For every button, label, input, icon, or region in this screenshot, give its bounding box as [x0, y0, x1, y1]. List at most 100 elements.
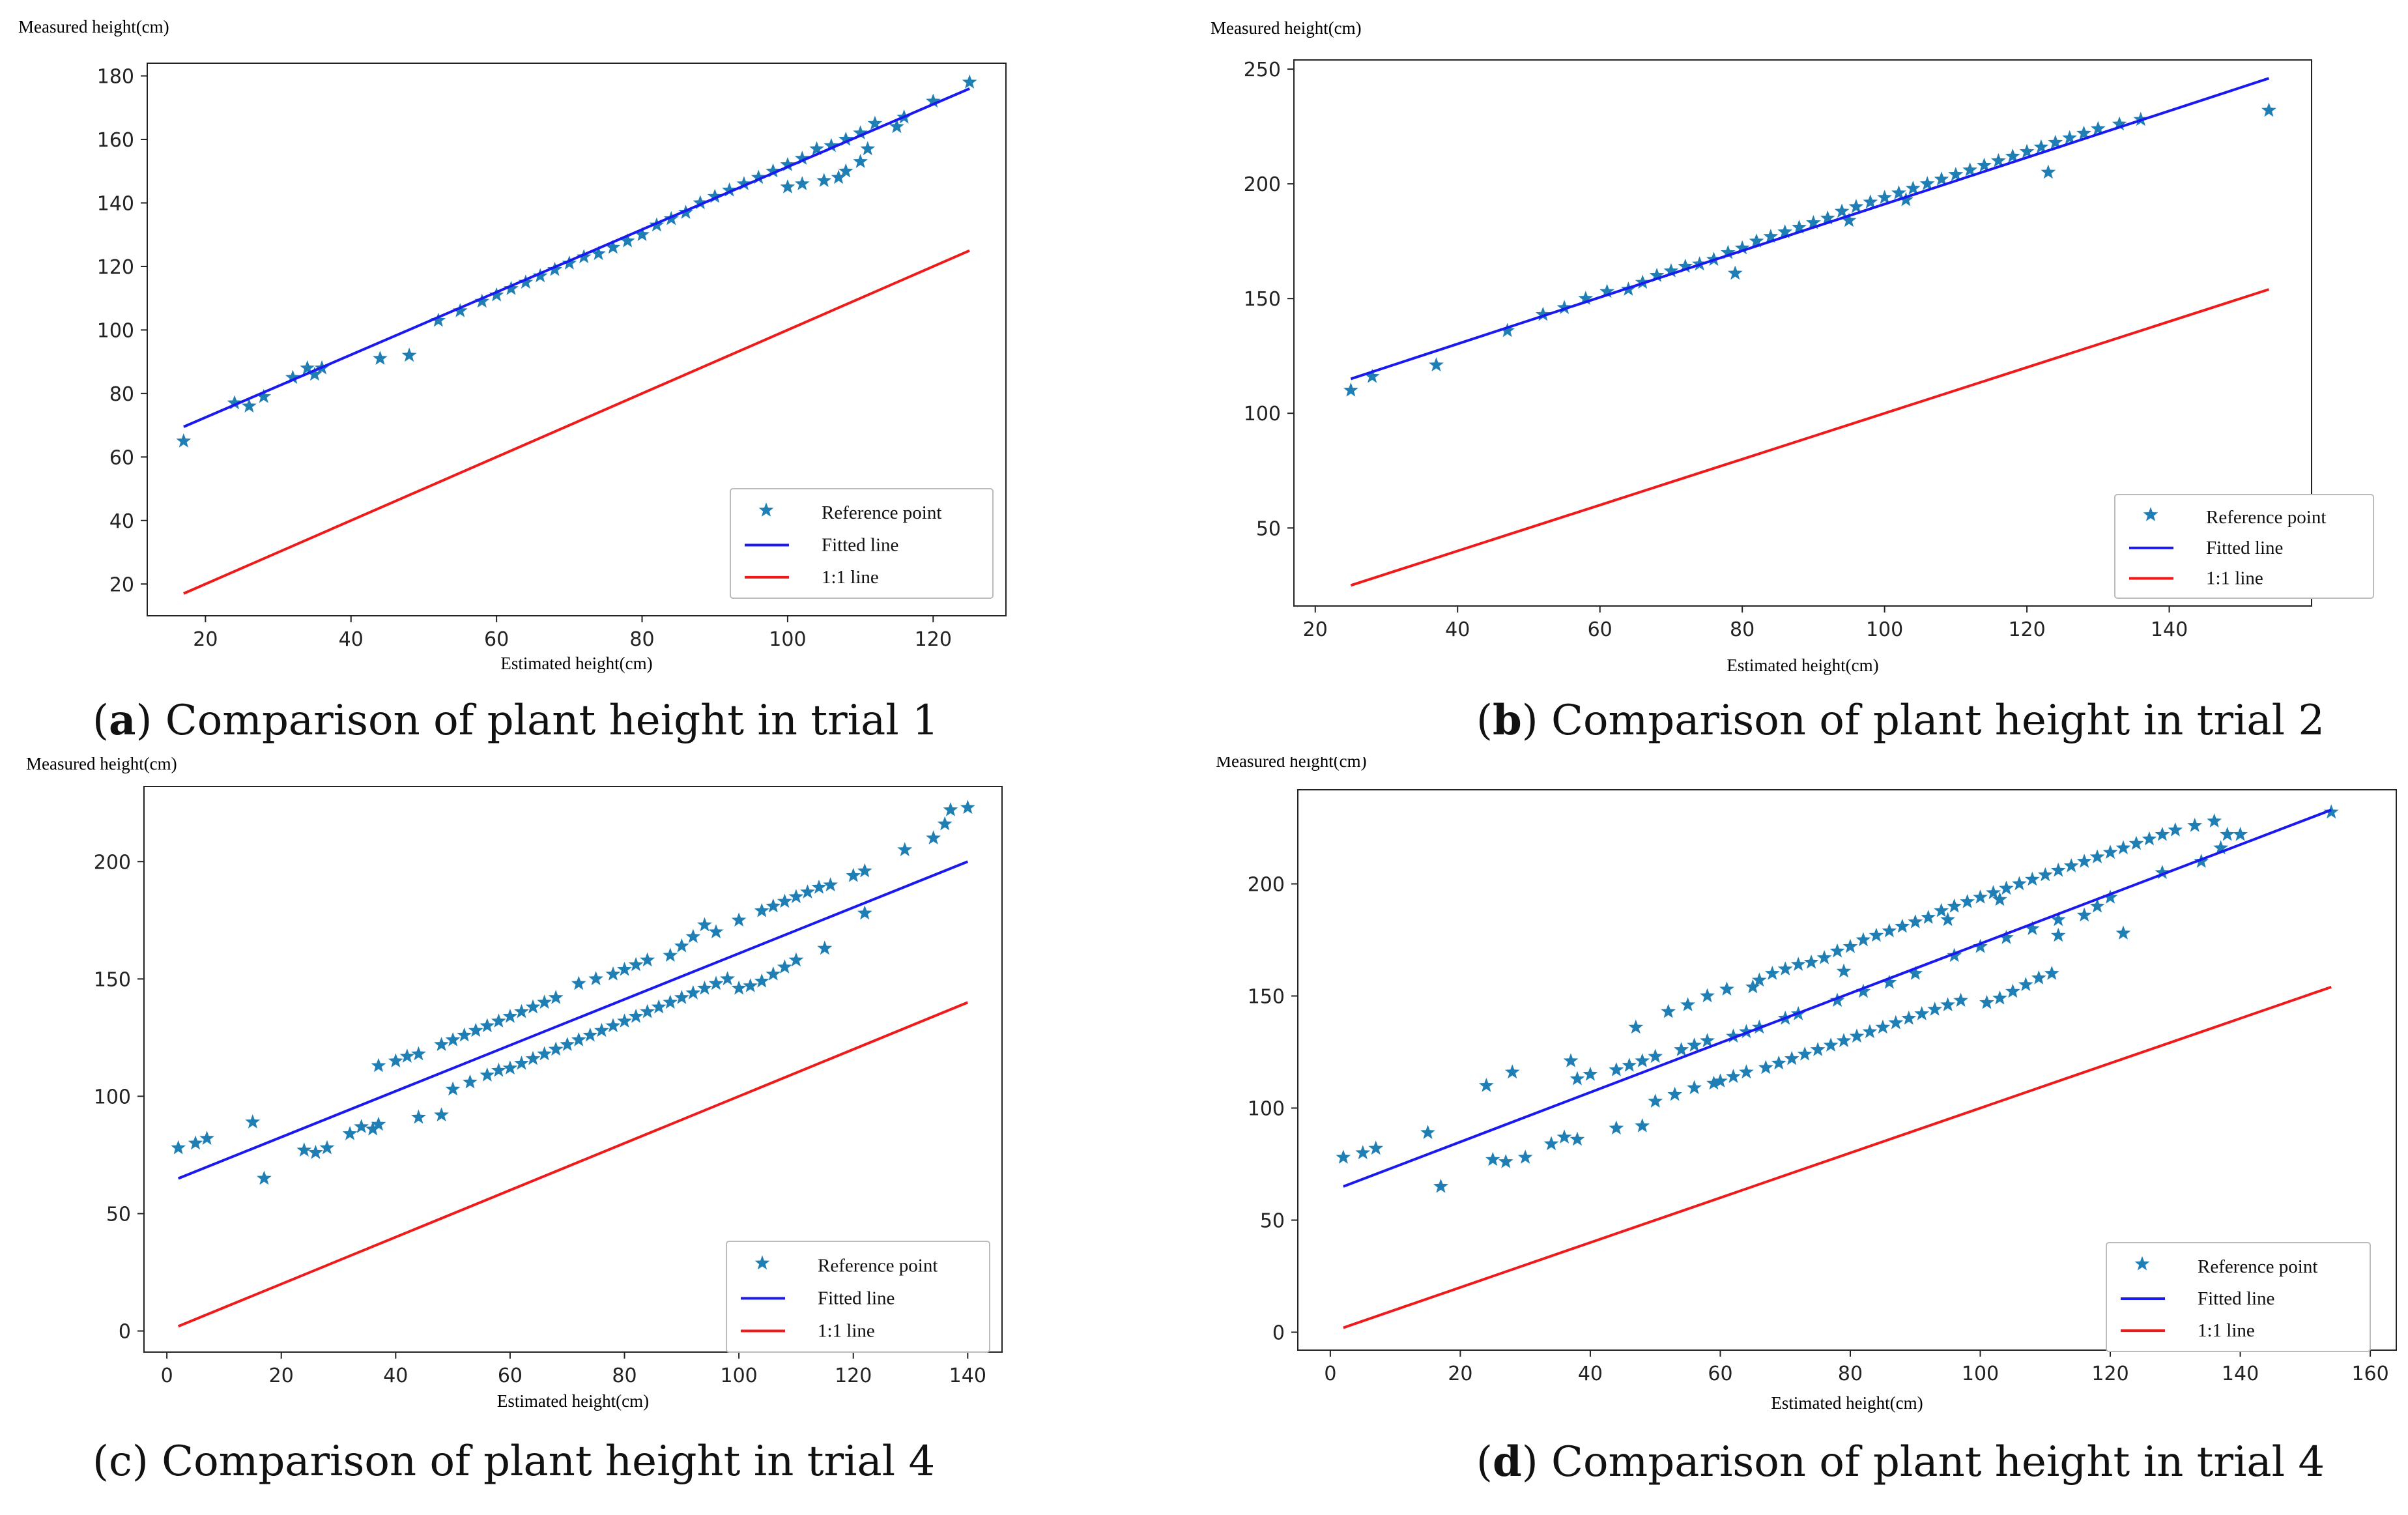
chart-c-xtick-label: 140 [949, 1364, 986, 1387]
chart-a-point [751, 169, 766, 184]
chart-d-xtick-label: 0 [1324, 1363, 1336, 1385]
chart-b-point [2048, 134, 2063, 149]
chart-a-point [867, 115, 883, 130]
chart-d-point [1790, 957, 1806, 971]
chart-d-point [1882, 974, 1897, 989]
chart-b-xtick-label: 20 [1303, 618, 1328, 641]
chart-b-point [1948, 167, 1964, 181]
chart-panel-c: Measured height(cm) 0 20 40 60 80 100 120 140 0 50… [0, 757, 1204, 1515]
chart-b-point [1343, 382, 1358, 397]
chart-d-xtick-label: 140 [2222, 1363, 2259, 1385]
chart-d-point [2102, 844, 2118, 859]
chart-a-legend-label: 1:1 line [822, 567, 879, 588]
chart-d-point [1979, 994, 1994, 1009]
chart-d-point [1563, 1053, 1579, 1067]
chart-c-point [846, 867, 861, 882]
chart-b-point [1934, 171, 1949, 186]
chart-b-point [1599, 283, 1614, 298]
chart-d-point [2005, 983, 2020, 998]
chart-c-point [560, 1037, 575, 1051]
chart-c-point [943, 802, 958, 816]
chart-d-point [2155, 826, 2170, 841]
chart-c-one-to-one-line [177, 1001, 969, 1328]
chart-c-ytick-label: 100 [94, 1086, 131, 1108]
chart-d-xtick-label: 100 [1962, 1363, 1999, 1385]
chart-c-point [697, 917, 712, 932]
chart-a-ytick-label: 160 [97, 129, 134, 152]
chart-c-point [571, 975, 586, 990]
chart-d-point [1803, 954, 1819, 969]
chart-a-point [620, 233, 635, 248]
chart-d-point [1856, 983, 1871, 998]
chart-c-ytick-label: 50 [106, 1204, 131, 1226]
chart-a-legend-label: Reference point [822, 502, 941, 523]
chart-a-ytick-label: 140 [97, 192, 134, 215]
chart-a-legend-label: Fitted line [822, 534, 898, 555]
chart-c-point [365, 1121, 380, 1136]
chart-b-point [1749, 233, 1764, 248]
chart-d-point [1739, 1024, 1754, 1039]
chart-d-point [1498, 1154, 1513, 1168]
chart-c-point [777, 893, 792, 908]
chart-d-point [1355, 1145, 1371, 1159]
chart-b-point [1891, 185, 1906, 199]
chart-a-point [562, 255, 577, 270]
chart-d-point [2155, 865, 2170, 879]
chart-b-ytick-label: 200 [1244, 173, 1281, 196]
chart-b-point [1635, 274, 1650, 289]
chart-c-point [491, 1013, 506, 1028]
chart-b-one-to-one-line [1350, 288, 2270, 587]
chart-d-point [2018, 977, 2033, 991]
caption-b-text: Comparison of plant height in trial 2 [1551, 697, 2325, 745]
chart-a-point [489, 287, 504, 302]
chart-d-ylabel: Measured height(cm) [1216, 757, 1367, 771]
chart-d-point [1504, 1064, 1520, 1079]
chart-a-point [853, 154, 868, 168]
chart-d-point [2089, 849, 2105, 863]
chart-c-point [960, 800, 975, 815]
chart-b-point [1777, 224, 1793, 238]
chart-d-xtick-label: 60 [1708, 1363, 1732, 1385]
chart-a-ytick-label: 120 [97, 256, 134, 279]
chart-d-point [1570, 1071, 1585, 1086]
chart-d-plot: Measured height(cm) 0 20 40 60 80 100 120 140 160… [1216, 757, 2397, 1413]
chart-d-legend-label: Fitted line [2198, 1288, 2274, 1309]
chart-c-point [817, 940, 833, 955]
chart-c-point [811, 879, 827, 894]
chart-a-point [547, 261, 562, 276]
chart-b-point [1820, 210, 1835, 225]
chart-d-point [2076, 854, 2092, 868]
chart-c-point [754, 902, 769, 917]
chart-b-point [2062, 130, 2077, 145]
chart-d-point [1758, 1060, 1773, 1075]
chart-c-point [731, 912, 747, 927]
chart-b-point [1977, 158, 1992, 172]
chart-d-point [1823, 1037, 1839, 1052]
chart-d-point [1517, 1149, 1533, 1164]
chart-d-point [1882, 923, 1897, 938]
chart-d-frame [1297, 789, 2397, 1351]
chart-a-point [285, 369, 300, 384]
chart-a-point [591, 246, 606, 261]
chart-a-point [794, 151, 810, 165]
chart-a-fitted-line [183, 87, 970, 428]
chart-c-point [588, 971, 603, 985]
chart-d-point [1875, 1019, 1891, 1034]
chart-d-xtick-label: 80 [1838, 1363, 1863, 1385]
chart-d-point [1986, 885, 2001, 899]
chart-d-point [2050, 912, 2066, 927]
chart-b-ylabel: Measured height(cm) [1211, 18, 1362, 38]
chart-a-ytick-label: 20 [109, 573, 134, 596]
chart-b-point [2261, 102, 2276, 117]
chart-b-point [1500, 323, 1515, 338]
chart-d-point [2044, 966, 2059, 980]
chart-a-point [889, 119, 904, 134]
chart-d-xtick-label: 40 [1578, 1363, 1603, 1385]
chart-c-point [731, 980, 747, 995]
chart-c-point [371, 1058, 386, 1073]
chart-d-point [1680, 997, 1695, 1011]
chart-a-point [518, 274, 534, 289]
caption-d-letter: d [1492, 1437, 1522, 1486]
chart-c-point [823, 877, 838, 891]
chart-b-point [1678, 258, 1693, 273]
